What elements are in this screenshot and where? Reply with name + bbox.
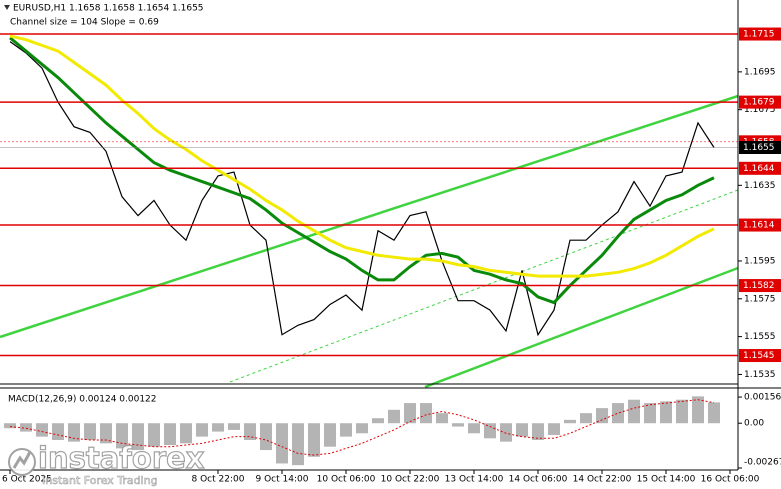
x-tick-label: 15 Oct 14:00	[637, 475, 696, 485]
macd-bar	[100, 423, 112, 444]
chart-subtitle: Channel size = 104 Slope = 0.69	[10, 18, 159, 28]
macd-bar	[676, 399, 688, 424]
y-tick-label: 1.1675	[744, 105, 776, 115]
macd-bar	[388, 409, 400, 424]
x-tick-label: 9 Oct 14:00	[256, 475, 309, 485]
level-label: 1.1614	[743, 221, 775, 231]
watermark: instaforex Instant Forex Trading	[8, 440, 205, 487]
macd-bar	[84, 423, 96, 440]
macd-bar	[292, 423, 304, 466]
macd-bar	[356, 423, 368, 434]
x-tick-label: 8 Oct 22:00	[192, 475, 245, 485]
macd-bar	[228, 423, 240, 430]
series-line	[9, 34, 715, 278]
macd-bar	[436, 413, 448, 424]
level-label: 1.1582	[743, 281, 775, 291]
x-tick-label: 14 Oct 06:00	[509, 475, 568, 485]
macd-bar	[180, 423, 192, 444]
macd-bar	[212, 423, 224, 432]
x-tick-label: 10 Oct 06:00	[317, 475, 376, 485]
level-box	[739, 279, 781, 293]
x-tick-label: 10 Oct 22:00	[381, 475, 440, 485]
last-price-label: 1.1655	[743, 143, 775, 153]
macd-bar	[484, 423, 496, 439]
macd-bar	[340, 423, 352, 437]
macd-bar	[164, 423, 176, 446]
macd-bar	[68, 423, 80, 442]
macd-bar	[516, 423, 528, 437]
macd-bar	[324, 423, 336, 447]
macd-bar	[564, 419, 576, 424]
x-tick-label: 16 Oct 06:00	[701, 475, 760, 485]
chart-title: EURUSD,H1 1.1658 1.1658 1.1654 1.1655	[13, 4, 204, 14]
y-tick-label: 1.1595	[744, 256, 776, 266]
macd-bar	[548, 423, 560, 435]
level-label: 1.1679	[743, 98, 775, 108]
channel-lower	[424, 266, 739, 389]
macd-bar	[468, 423, 480, 434]
series-line	[9, 41, 715, 337]
last-price-box	[739, 141, 781, 155]
macd-bar	[452, 423, 464, 427]
y-tick-label: 0.00156	[744, 393, 781, 403]
macd-bar	[36, 423, 48, 437]
level-box	[739, 27, 781, 41]
x-tick-label: 6 Oct 2025	[2, 475, 52, 485]
y-tick-label: 1.1535	[744, 370, 776, 380]
macd-bar	[4, 423, 16, 429]
macd-bar	[308, 423, 320, 457]
watermark-logo	[12, 451, 32, 469]
macd-bar	[580, 413, 592, 424]
macd-bar	[532, 423, 544, 440]
watermark-tagline: Instant Forex Trading	[42, 474, 158, 487]
macd-bar	[596, 408, 608, 424]
macd-bar	[420, 403, 432, 424]
level-label: 1.1715	[743, 30, 775, 40]
y-tick-label: 1.1695	[744, 67, 776, 77]
macd-bar	[132, 423, 144, 451]
series-line	[9, 36, 715, 305]
macd-bar	[148, 423, 160, 447]
macd-bar	[20, 423, 32, 432]
title-icon	[4, 5, 10, 10]
macd-bar	[708, 402, 720, 424]
watermark-brand: instaforex	[38, 441, 205, 475]
y-tick-label: 1.1635	[744, 181, 776, 191]
macd-bar	[260, 423, 272, 451]
channel-upper	[0, 94, 739, 339]
level-box	[739, 95, 781, 109]
macd-bar	[372, 418, 384, 424]
x-tick-label: 13 Oct 14:00	[445, 475, 504, 485]
macd-bar	[196, 423, 208, 437]
level-label: 1.1644	[743, 164, 775, 174]
level-box	[739, 218, 781, 232]
macd-bar	[644, 403, 656, 424]
y-tick-label: -0.00267	[744, 458, 781, 468]
y-tick-label: 1.1575	[744, 294, 776, 304]
macd-title: MACD(12,26,9) 0.00124 0.00122	[8, 395, 157, 405]
macd-bar	[660, 401, 672, 424]
level-label: 1.1545	[743, 351, 775, 361]
y-tick-label: 0.00	[744, 419, 764, 429]
plot-layer: 1.15351.15551.15751.15951.16351.16751.16…	[0, 27, 781, 485]
macd-bar	[52, 423, 64, 440]
macd-bar	[500, 423, 512, 442]
x-tick-label: 14 Oct 22:00	[573, 475, 632, 485]
level-box	[739, 161, 781, 175]
macd-bar	[612, 403, 624, 424]
macd-bar	[404, 403, 416, 424]
macd-bar	[116, 423, 128, 449]
macd-bar	[628, 399, 640, 424]
level-box	[739, 349, 781, 363]
y-tick-label: 1.1555	[744, 332, 776, 342]
macd-bar	[692, 396, 704, 424]
macd-bar	[244, 423, 256, 440]
macd-bar	[276, 423, 288, 464]
